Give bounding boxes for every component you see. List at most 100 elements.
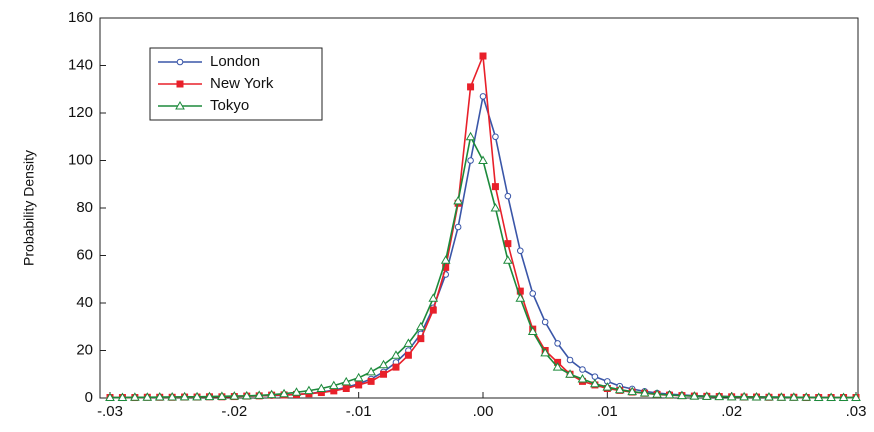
data-point (341, 376, 352, 386)
data-point (503, 255, 513, 264)
data-point (714, 391, 725, 401)
data-point (739, 391, 749, 401)
data-point (726, 391, 737, 401)
legend-label: Tokyo (210, 97, 249, 114)
data-point (465, 131, 476, 141)
data-point (355, 381, 363, 389)
data-point (751, 392, 762, 401)
data-point (491, 183, 499, 191)
data-point (590, 378, 600, 388)
data-point (304, 385, 314, 395)
data-point (428, 293, 439, 302)
data-point (192, 391, 202, 401)
data-point (167, 392, 178, 401)
data-point (367, 377, 375, 385)
data-point (851, 392, 861, 402)
data-point (517, 247, 524, 255)
data-point (677, 390, 687, 400)
data-point (454, 223, 462, 231)
data-point (614, 384, 625, 394)
data-point (130, 392, 140, 401)
data-point (490, 202, 501, 212)
data-point (515, 293, 526, 302)
data-point (701, 391, 712, 400)
data-point (317, 389, 325, 397)
data-point (689, 391, 700, 400)
data-point (639, 388, 650, 397)
data-point (479, 93, 487, 100)
data-point (330, 387, 338, 395)
data-point (316, 383, 327, 392)
data-point (565, 369, 575, 378)
x-tick-label: .02 (721, 403, 742, 420)
data-point (764, 392, 774, 401)
y-tick-label: 0 (85, 389, 93, 406)
data-point (105, 392, 115, 402)
data-point (366, 366, 376, 376)
data-point (204, 391, 215, 401)
data-point (529, 290, 537, 297)
data-point (391, 350, 401, 359)
data-point (652, 389, 662, 398)
data-point (440, 255, 451, 264)
x-tick-label: -.03 (97, 403, 123, 420)
data-point (579, 366, 586, 373)
data-point (541, 318, 549, 326)
data-point (429, 306, 437, 314)
data-point (566, 356, 574, 364)
data-point (453, 195, 463, 205)
data-point (254, 390, 265, 399)
data-point (788, 392, 799, 401)
x-tick-label: -.01 (346, 403, 372, 420)
data-point (492, 133, 499, 141)
data-point (291, 387, 302, 396)
data-point (467, 157, 474, 164)
data-point (241, 390, 252, 400)
x-tick-label: .03 (846, 403, 867, 420)
data-point (478, 155, 488, 164)
data-point (403, 338, 414, 347)
data-point (479, 52, 487, 60)
x-tick-label: .01 (597, 403, 618, 420)
data-point (504, 240, 512, 248)
data-point (179, 391, 190, 401)
data-point (516, 287, 524, 295)
legend-marker (176, 58, 184, 66)
data-point (602, 382, 613, 391)
data-point (826, 392, 836, 402)
y-axis-label: Probability Density (21, 150, 37, 266)
data-point (142, 392, 153, 401)
legend-marker (175, 100, 185, 110)
data-point (328, 380, 339, 390)
data-point (442, 263, 450, 271)
data-point (776, 392, 787, 401)
data-point (417, 335, 425, 343)
y-tick-label: 120 (68, 104, 93, 121)
data-point (380, 370, 388, 378)
y-tick-label: 160 (68, 9, 93, 26)
data-point (415, 321, 426, 331)
y-tick-label: 40 (76, 294, 93, 311)
data-point (838, 392, 849, 402)
data-point (217, 391, 227, 400)
data-point (353, 372, 364, 382)
y-tick-label: 100 (68, 151, 93, 168)
series-line (110, 96, 856, 399)
data-point (154, 392, 165, 401)
data-point (404, 351, 412, 359)
data-point (342, 385, 350, 392)
legend-label: New York (210, 75, 274, 92)
data-point (664, 389, 675, 399)
data-point (591, 373, 599, 380)
data-point (801, 392, 812, 401)
data-point (266, 389, 277, 399)
data-point (552, 362, 563, 371)
y-tick-label: 140 (68, 56, 93, 73)
y-tick-label: 80 (76, 199, 93, 216)
data-point (117, 392, 128, 402)
data-point (378, 359, 389, 369)
series-line (110, 134, 856, 399)
data-point (467, 83, 475, 91)
legend-marker (176, 80, 184, 88)
